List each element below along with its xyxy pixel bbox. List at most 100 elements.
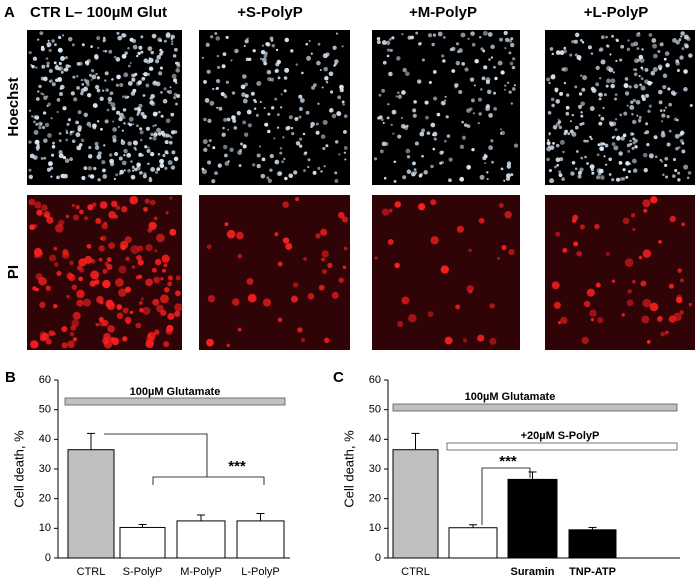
cell [675, 92, 678, 95]
cell [76, 299, 84, 307]
cell [115, 83, 119, 87]
cell [115, 57, 121, 62]
cell [83, 298, 92, 307]
cell [440, 265, 449, 274]
cell [548, 169, 552, 173]
cell [689, 104, 693, 108]
cell [96, 76, 101, 80]
cell [269, 168, 273, 172]
cell [35, 250, 43, 258]
cell [250, 91, 255, 96]
cell [223, 117, 228, 122]
cell [470, 31, 475, 36]
cell [559, 50, 565, 56]
cell [137, 51, 141, 56]
cell [283, 76, 288, 80]
cell [172, 54, 177, 58]
cell [271, 44, 275, 48]
cell [102, 279, 111, 289]
cell [102, 50, 105, 53]
cell [412, 113, 417, 118]
cell [488, 113, 493, 118]
cell [323, 66, 328, 72]
cell [270, 106, 275, 110]
cell [280, 93, 283, 96]
cell [338, 277, 344, 283]
cell [286, 125, 291, 130]
cell [585, 139, 589, 143]
cell [290, 126, 294, 130]
cell [602, 106, 605, 110]
cell [510, 42, 515, 48]
cell [79, 209, 84, 215]
cell [687, 171, 692, 175]
cell [648, 104, 652, 108]
cell [133, 167, 138, 172]
cell [397, 320, 404, 327]
cell [259, 57, 263, 61]
cell [461, 120, 464, 124]
cell [580, 156, 584, 160]
cell [397, 134, 402, 139]
cell [217, 163, 222, 168]
cell [618, 160, 623, 165]
cell [315, 130, 320, 135]
cell [155, 81, 161, 87]
cell [299, 137, 303, 141]
cell [267, 112, 271, 116]
cell [277, 171, 283, 176]
cell [448, 178, 452, 183]
cell [56, 97, 61, 102]
cell [343, 114, 348, 119]
cell [274, 97, 278, 101]
cell [459, 176, 465, 182]
cell [215, 36, 221, 41]
cell [418, 174, 423, 178]
cell [110, 102, 116, 108]
cell [145, 339, 154, 349]
cell [623, 111, 628, 116]
x-tick-label: CTRL [401, 566, 430, 578]
cell [631, 213, 636, 218]
cell [66, 122, 70, 126]
cell [81, 43, 85, 47]
cell [504, 37, 510, 42]
cell [62, 156, 67, 160]
cell [581, 87, 586, 92]
cell [646, 340, 651, 344]
cell [614, 128, 618, 132]
cell [201, 56, 204, 60]
cell [226, 117, 231, 122]
cell [49, 254, 57, 262]
cell [500, 130, 505, 136]
cell [104, 71, 109, 76]
cell [237, 150, 242, 155]
panel-label: C [333, 369, 344, 386]
cell [97, 46, 100, 49]
cell [605, 251, 610, 256]
cell [242, 120, 247, 125]
annotation: +20µM S-PolyP [521, 430, 600, 442]
cell [46, 42, 52, 48]
cell [640, 280, 647, 287]
cell [512, 57, 516, 61]
cell [154, 249, 158, 253]
cell [116, 312, 124, 320]
cell [605, 35, 608, 39]
cell [108, 242, 116, 250]
cell [203, 117, 207, 122]
cell [630, 132, 634, 136]
cell [596, 168, 602, 174]
cell [120, 244, 127, 251]
cell [570, 171, 575, 176]
cell [569, 53, 573, 57]
cell [484, 162, 487, 165]
cell [504, 84, 507, 87]
cell [256, 153, 261, 158]
cell [632, 141, 636, 145]
cell [342, 103, 345, 106]
cell [72, 337, 78, 342]
cell [574, 53, 578, 57]
cell [632, 98, 636, 103]
cell [647, 109, 651, 113]
